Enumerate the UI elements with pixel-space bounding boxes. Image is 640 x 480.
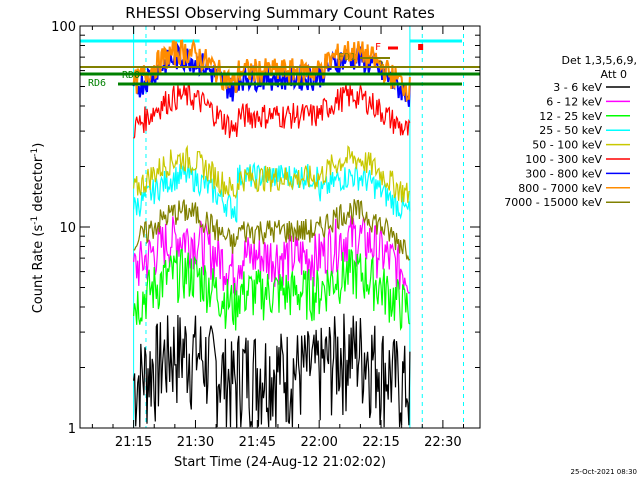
y-axis-label-sup2: -1 xyxy=(30,148,40,157)
series-line xyxy=(133,248,411,331)
series-line xyxy=(133,144,411,203)
legend-entry-label: 12 - 25 keV xyxy=(539,110,602,123)
y-axis-label-part3: ) xyxy=(31,143,46,148)
flag-label: RD0 xyxy=(122,70,140,81)
series-line xyxy=(133,161,411,223)
x-tick-label: 21:45 xyxy=(239,435,276,450)
legend-entry-label: 50 - 100 keV xyxy=(532,139,602,152)
legend-entry-label: 100 - 300 keV xyxy=(525,153,602,166)
axes-group: 21:15 21:30 21:45 22:00 22:15 22:30 1 10 100 xyxy=(51,20,481,450)
flag-label: F xyxy=(375,42,381,53)
flag-marker xyxy=(418,44,424,50)
y-tick-label: 100 xyxy=(51,20,76,35)
x-tick-label: 22:00 xyxy=(300,435,337,450)
flag-label: 2 xyxy=(378,60,384,71)
footer-timestamp: 25-Oct-2021 08:30 xyxy=(571,468,637,476)
legend-entry-label: 300 - 800 keV xyxy=(525,167,602,180)
legend-header-line1: Det 1,3,5,6,9, xyxy=(561,54,637,67)
legend-entry-label: 800 - 7000 keV xyxy=(518,182,602,195)
y-axis-label-part2: detector xyxy=(31,156,46,216)
series-line xyxy=(133,313,411,428)
legend-entry-label: 25 - 50 keV xyxy=(539,124,602,137)
series-line xyxy=(133,84,411,139)
y-tick-label: 1 xyxy=(68,422,76,437)
legend-entry-label: 3 - 6 keV xyxy=(553,81,602,94)
series-line xyxy=(133,199,411,261)
x-tick-label: 22:15 xyxy=(362,435,399,450)
flags-group: RD0 RD6 FD1 F 2 xyxy=(80,42,480,89)
x-axis-label: Start Time (24-Aug-12 21:02:02) xyxy=(174,455,386,470)
chart-title: RHESSI Observing Summary Count Rates xyxy=(125,4,435,22)
x-tick-label: 21:30 xyxy=(177,435,214,450)
legend-header-line2: Att 0 xyxy=(601,68,627,81)
flag-label: RD6 xyxy=(88,78,106,89)
x-tick-label: 22:30 xyxy=(424,435,461,450)
y-axis-label-sup1: -1 xyxy=(30,216,40,225)
y-tick-label: 10 xyxy=(59,221,76,236)
legend-entry-label: 6 - 12 keV xyxy=(546,95,602,108)
y-axis-label-part1: Count Rate (s xyxy=(31,225,46,314)
y-axis-label: Count Rate (s-1 detector-1) xyxy=(30,143,46,314)
legend-entry-label: 7000 - 15000 keV xyxy=(504,196,602,209)
series-group xyxy=(132,39,411,428)
x-tick-label: 21:15 xyxy=(115,435,152,450)
flag-label: FD1 xyxy=(338,52,356,63)
